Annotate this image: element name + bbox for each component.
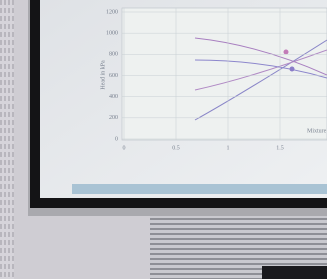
x-tick-label: 1.5 <box>276 145 284 151</box>
y-tick-label: 200 <box>109 115 118 121</box>
y-tick-label: 800 <box>109 52 118 58</box>
y-tick-label: 0 <box>115 136 118 142</box>
y-axis-label: Head in kPa <box>100 60 106 90</box>
scene: Head in kPa Mixture 0 200 400 600 800 1000 120… <box>0 0 327 279</box>
screen-footer-bar <box>72 184 327 194</box>
x-tick-label: 1 <box>227 145 230 151</box>
x-tick-label: 0 <box>123 145 126 151</box>
object <box>262 266 327 279</box>
wall-strip <box>0 0 14 279</box>
y-tick-label: 1200 <box>106 9 118 15</box>
plot-area <box>122 8 327 140</box>
y-tick-label: 400 <box>109 94 118 100</box>
operating-point <box>284 50 289 55</box>
x-axis-label: Mixture <box>307 128 327 134</box>
x-tick-label: 0.5 <box>172 145 180 151</box>
operating-point <box>290 67 295 72</box>
screen-chart: Head in kPa Mixture 0 200 400 600 800 1000 120… <box>100 8 327 151</box>
y-tick-label: 600 <box>109 73 118 79</box>
y-tick-label: 1000 <box>106 31 118 37</box>
